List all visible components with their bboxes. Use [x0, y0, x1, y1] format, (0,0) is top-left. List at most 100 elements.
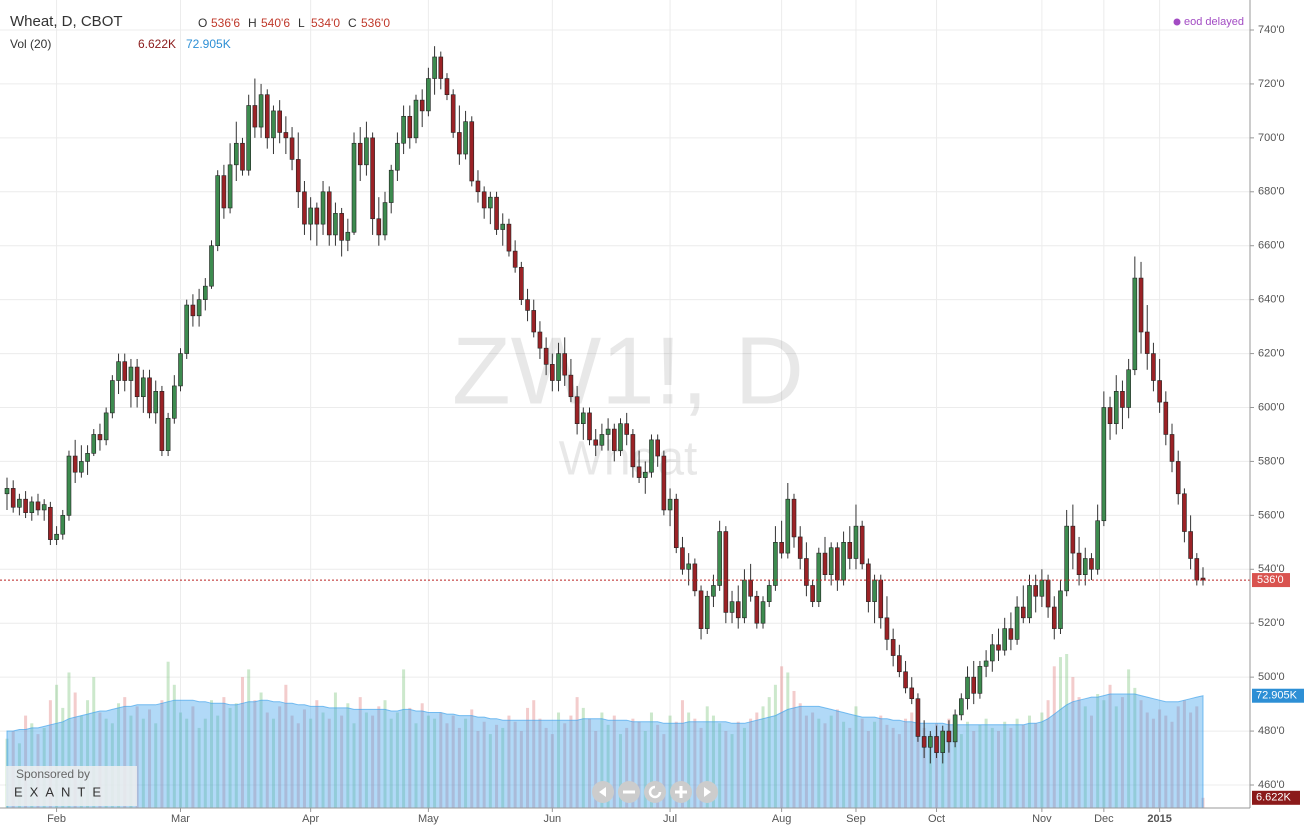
sponsor-box[interactable]: [6, 766, 137, 806]
volume-bar: [947, 718, 951, 808]
volume-bar: [649, 712, 653, 808]
volume-bar: [1164, 715, 1168, 808]
candle-body: [35, 501, 41, 511]
volume-bar: [600, 712, 604, 808]
volume-bar: [879, 715, 883, 808]
volume-bar: [333, 692, 337, 808]
candle-body: [159, 391, 165, 451]
volume-bar: [1195, 706, 1199, 808]
volume-bar: [364, 712, 368, 808]
volume-bar: [897, 734, 901, 808]
volume-bar: [922, 727, 926, 808]
candle-body: [388, 169, 394, 203]
candle-body: [370, 137, 375, 220]
volume-bar: [1096, 694, 1100, 808]
volume-bar: [842, 721, 846, 808]
nav-buttons: [592, 781, 718, 803]
candle-body: [581, 412, 586, 424]
volume-bar: [259, 692, 263, 808]
volume-bar: [798, 703, 802, 808]
candle-body: [1051, 606, 1057, 629]
y-tick-label: 740'0: [1258, 24, 1285, 36]
y-tick-label: 480'0: [1258, 725, 1285, 737]
last-price-label: 536'0: [1257, 574, 1284, 586]
volume-bar: [135, 706, 139, 808]
candle-body: [748, 579, 753, 597]
candle-body: [1020, 606, 1026, 619]
candle-body: [872, 579, 877, 602]
icon: [704, 787, 711, 797]
candle-body: [308, 207, 313, 225]
sponsor[interactable]: Sponsored by EXANTE: [6, 766, 137, 806]
volume-bar: [575, 697, 579, 808]
x-tick-label: Mar: [171, 813, 190, 825]
candle-body: [48, 506, 53, 540]
volume-bar: [48, 700, 52, 808]
volume-bar: [978, 724, 982, 808]
candle-body: [661, 455, 667, 511]
volume-bar: [234, 703, 238, 808]
volume-bar: [928, 734, 932, 808]
volume-bar: [674, 721, 678, 808]
volume-bar: [1176, 706, 1180, 808]
candle-body: [196, 299, 202, 317]
volume-bar: [346, 703, 350, 808]
candle-body: [1194, 558, 1200, 581]
ohlc-value: 536'6: [211, 16, 240, 30]
volume-bar: [1170, 721, 1174, 808]
candle-body: [23, 498, 28, 513]
volume-bar: [804, 715, 808, 808]
candle-body: [667, 498, 673, 511]
volume-bar: [606, 724, 610, 808]
candle-body: [897, 655, 902, 673]
candle-body: [754, 595, 760, 624]
x-tick-label: Oct: [928, 813, 945, 825]
ohlc-value: 540'6: [261, 16, 290, 30]
candle-body: [134, 366, 140, 398]
volume-bar: [1046, 700, 1050, 808]
candle-body: [791, 498, 797, 538]
candle-body: [655, 439, 660, 457]
y-tick-label: 680'0: [1258, 186, 1285, 198]
candle-body: [401, 115, 406, 144]
sponsor-name: EXANTE: [14, 784, 108, 799]
volume-bar: [507, 715, 511, 808]
candle-body: [605, 428, 611, 435]
y-tick-label: 640'0: [1258, 294, 1285, 306]
volume-bar: [209, 700, 213, 808]
candle-body: [97, 434, 103, 441]
volume-bar: [414, 723, 418, 808]
icon: [623, 790, 635, 794]
candle-body: [562, 353, 568, 376]
volume-bar: [216, 715, 220, 808]
volume-bar: [377, 706, 381, 808]
volume-bar: [172, 684, 176, 808]
candle-body: [221, 175, 227, 209]
candle-body: [128, 366, 134, 381]
volume-bar: [680, 700, 684, 808]
volume-bar: [123, 697, 127, 808]
volume-ma-last: 72.905K: [186, 37, 231, 51]
volume-bar: [185, 718, 189, 808]
candle-body: [556, 353, 561, 381]
candle-body: [1113, 391, 1119, 424]
candle-body: [364, 137, 369, 166]
candle-body: [450, 94, 456, 133]
candle-body: [884, 617, 890, 640]
candle-body: [550, 364, 555, 381]
volume-bar: [1058, 657, 1062, 808]
volume-bar: [761, 706, 765, 808]
volume-bar: [457, 727, 461, 808]
candle-body: [773, 542, 778, 586]
y-tick-label: 580'0: [1258, 455, 1285, 467]
candle-body: [952, 714, 958, 743]
volume-bar: [538, 718, 542, 808]
volume-bar: [340, 715, 344, 808]
volume-bar: [829, 715, 833, 808]
candle-body: [593, 439, 599, 446]
reset-button[interactable]: [644, 781, 666, 803]
volume-bar: [247, 669, 251, 808]
volume-bar: [315, 700, 319, 808]
volume-bar: [86, 700, 90, 808]
candle-body: [934, 736, 939, 753]
